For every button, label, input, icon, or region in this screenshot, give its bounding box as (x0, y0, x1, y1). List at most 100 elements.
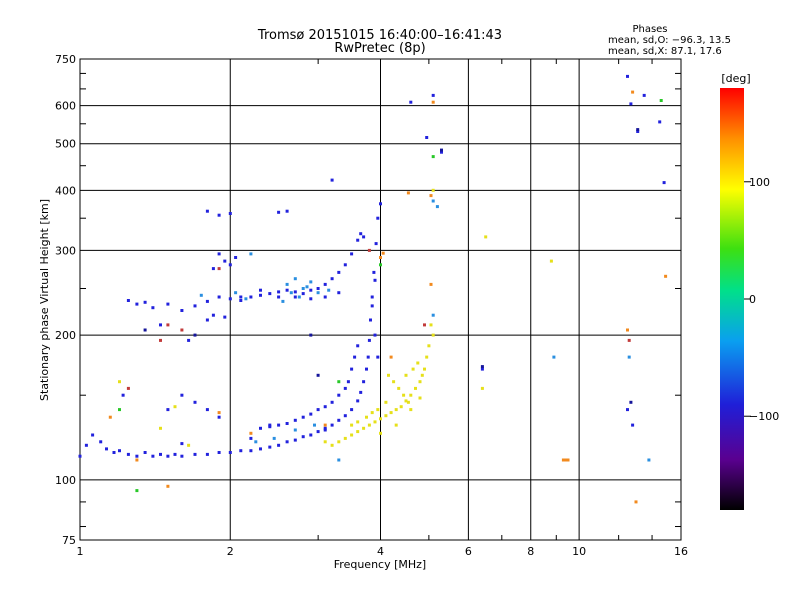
scatter-point (249, 252, 253, 256)
scatter-point (343, 263, 347, 267)
scatter-point (187, 443, 191, 447)
scatter-point (84, 443, 88, 447)
scatter-point (211, 313, 215, 317)
scatter-point (566, 458, 570, 462)
scatter-point (627, 338, 631, 342)
scatter-point (359, 390, 363, 394)
scatter-point (272, 436, 276, 440)
y-tick-label: 750 (55, 53, 76, 66)
scatter-point (373, 278, 377, 282)
scatter-point (337, 440, 341, 444)
scatter-point (425, 355, 429, 359)
scatter-point (561, 458, 565, 462)
scatter-point (423, 323, 426, 327)
scatter-point (367, 248, 371, 252)
scatter-point (108, 415, 112, 419)
scatter-point (384, 400, 388, 404)
scatter-point (228, 212, 232, 215)
scatter-point (118, 408, 121, 412)
scatter-point (362, 380, 366, 384)
scatter-point (374, 242, 378, 246)
scatter-point (414, 386, 417, 390)
scatter-point (369, 318, 372, 322)
scatter-point (316, 373, 320, 377)
scatter-point (343, 436, 347, 440)
x-axis-ticks: 1 2 4 6 8 10 16 (77, 59, 688, 558)
scatter-point (379, 431, 382, 435)
scatter-point (392, 380, 396, 384)
chart-subtitle: RwPretec (8p) (334, 41, 425, 56)
y-axis-ticks: 75 100 200 300 400 500 600 750 (55, 53, 681, 547)
scatter-point (166, 408, 170, 412)
scatter-point (435, 205, 439, 209)
scatter-point (293, 428, 297, 432)
scatter-point (228, 263, 232, 267)
scatter-point (166, 302, 170, 306)
scatter-point (337, 418, 341, 422)
scatter-point (249, 436, 253, 440)
scatter-point (259, 288, 262, 292)
scatter-point (658, 120, 662, 124)
grid-lines (80, 59, 681, 540)
scatter-point (337, 380, 341, 384)
scatter-point (664, 274, 668, 278)
chart-title: Tromsø 20151015 16:40:00–16:41:43 (257, 28, 502, 43)
scatter-point (409, 100, 413, 104)
scatter-point (199, 293, 203, 297)
scatter-point (193, 333, 197, 337)
y-tick-label: 100 (55, 474, 76, 487)
scatter-point (316, 408, 320, 412)
scatter-point (135, 302, 139, 306)
scatter-point (217, 295, 221, 299)
scatter-point (330, 423, 334, 427)
scatter-point (205, 408, 209, 412)
scatter-point (228, 451, 232, 454)
scatter-point (217, 267, 221, 271)
scatter-point (180, 454, 184, 458)
scatter-point (285, 440, 289, 444)
scatter-point (406, 191, 410, 195)
scatter-point (193, 304, 197, 308)
scatter-point (78, 454, 82, 458)
scatter-point (429, 282, 433, 286)
scatter-point (309, 280, 313, 284)
scatter-point (223, 315, 227, 319)
scatter-point (662, 181, 666, 185)
scatter-point (217, 415, 221, 419)
scatter-point (91, 433, 95, 437)
scatter-point (193, 400, 197, 404)
scatter-point (330, 400, 334, 404)
scatter-point (239, 295, 243, 299)
scatter-point (121, 393, 125, 397)
scatter-point (429, 194, 433, 198)
scatter-point (268, 423, 272, 427)
scatter-point (399, 405, 403, 409)
colorbar-unit-label: [deg] (721, 72, 750, 85)
scatter-point (427, 344, 431, 348)
scatter-point (316, 430, 320, 434)
scatter-point (409, 393, 413, 397)
scatter-point (431, 93, 435, 97)
scatter-point (346, 380, 350, 384)
scatter-point (259, 293, 262, 297)
scatter-point (293, 277, 297, 281)
scatter-point (480, 365, 484, 369)
scatter-point (313, 423, 316, 427)
scatter-point (423, 367, 426, 371)
scatter-point (365, 367, 368, 371)
scatter-point (379, 202, 382, 206)
scatter-point (143, 300, 147, 304)
scatter-point (126, 452, 130, 456)
scatter-point (217, 451, 221, 454)
scatter-point (217, 411, 221, 415)
scatter-point (180, 393, 184, 397)
scatter-point (359, 232, 363, 236)
phase-colorbar: [deg] 100 0 −100 (720, 72, 779, 510)
scatter-point (330, 178, 334, 182)
x-tick-label: 6 (465, 545, 472, 558)
scatter-point (285, 422, 289, 425)
scatter-point (316, 287, 320, 290)
scatter-point (112, 451, 116, 454)
scatter-point (379, 417, 382, 421)
scatter-point (151, 454, 155, 458)
